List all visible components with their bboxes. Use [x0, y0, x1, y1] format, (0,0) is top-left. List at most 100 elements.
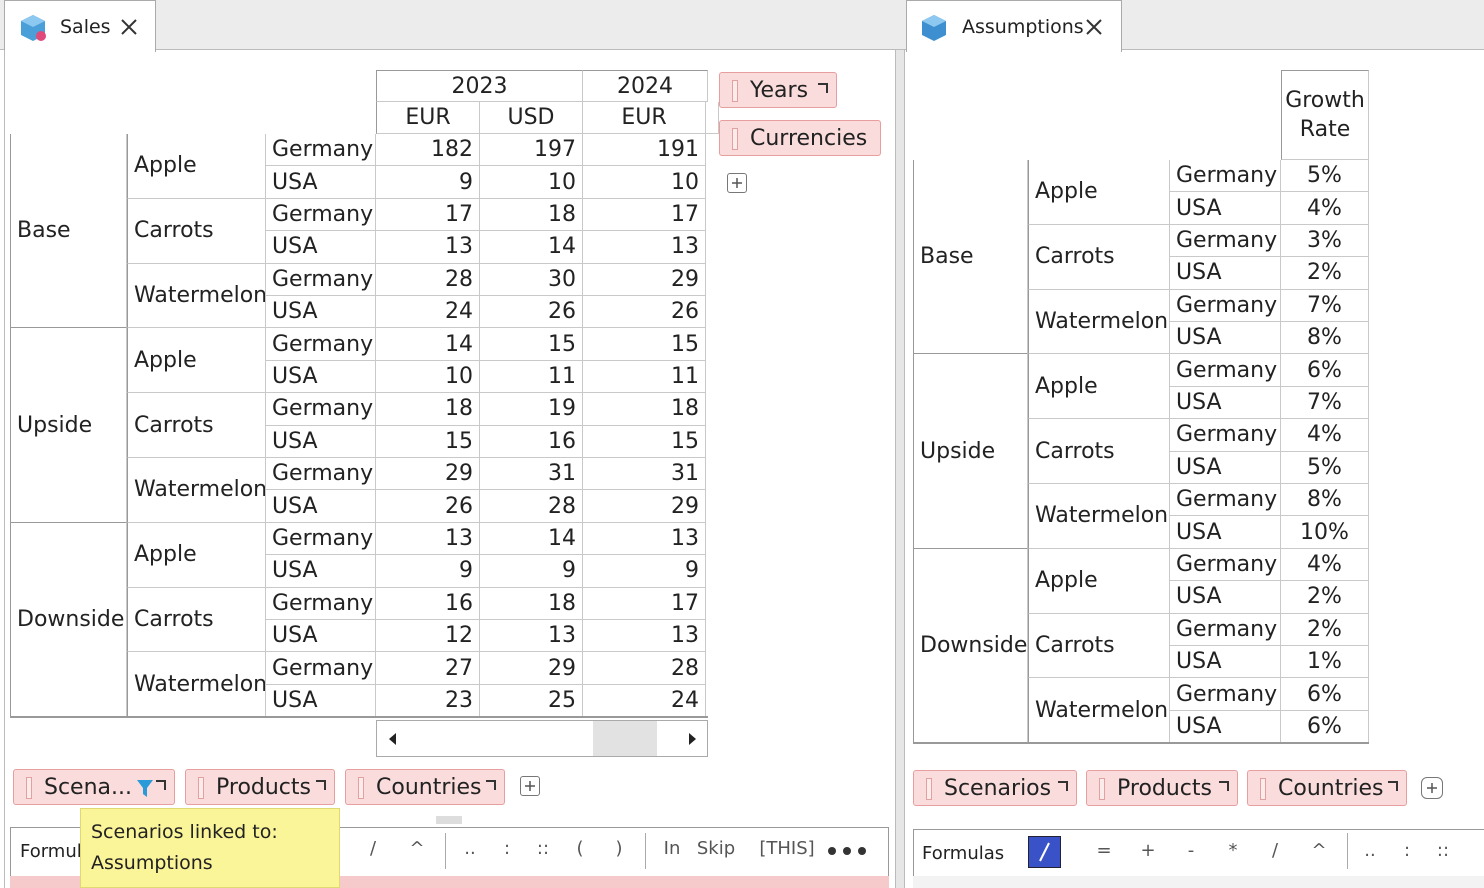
- value-cell: 26: [376, 490, 480, 523]
- resize-grip[interactable]: [436, 816, 462, 824]
- value-cell: 16: [480, 425, 583, 458]
- country-header: USA: [1170, 257, 1281, 290]
- value-cell: 29: [583, 263, 706, 296]
- country-header: USA: [266, 231, 376, 264]
- country-header: USA: [266, 360, 376, 394]
- product-header: Apple: [127, 522, 266, 588]
- formula-button[interactable]: ::: [1436, 840, 1450, 861]
- value-cell: 9: [376, 555, 480, 588]
- value-cell: 18: [480, 587, 583, 620]
- country-header: Germany: [266, 458, 376, 491]
- scroll-left[interactable]: [389, 733, 396, 745]
- horizontal-scrollbar[interactable]: [376, 720, 708, 757]
- formula-button[interactable]: :: [503, 838, 511, 859]
- value-cell: 25: [480, 684, 583, 718]
- formula-button[interactable]: -: [1187, 840, 1195, 861]
- value-cell: 2%: [1281, 257, 1369, 290]
- tab-title: Assumptions: [962, 16, 1084, 38]
- year-header: 2024: [583, 70, 708, 102]
- formula-button[interactable]: ..: [464, 838, 476, 859]
- formula-button[interactable]: (: [576, 838, 584, 859]
- value-cell: 15: [583, 328, 706, 361]
- value-cell: 13: [376, 522, 480, 556]
- row-pill[interactable]: Scena...: [13, 769, 175, 805]
- value-cell: 11: [480, 360, 583, 394]
- formula-label: Formulas: [922, 843, 1005, 864]
- country-header: USA: [1170, 386, 1281, 420]
- formula-button[interactable]: [THIS]: [759, 838, 815, 859]
- value-cell: 28: [376, 263, 480, 296]
- formula-button[interactable]: +: [1140, 840, 1156, 861]
- value-cell: 10: [583, 166, 706, 199]
- row-pill[interactable]: Products: [185, 769, 335, 805]
- row-pill[interactable]: Products: [1086, 770, 1238, 806]
- country-header: USA: [1170, 451, 1281, 484]
- value-cell: 7%: [1281, 289, 1369, 322]
- formula-button[interactable]: ::: [536, 838, 550, 859]
- formula-button[interactable]: *: [1228, 840, 1238, 861]
- country-header: USA: [266, 425, 376, 458]
- product-header: Carrots: [127, 198, 266, 264]
- formula-button[interactable]: =: [1096, 840, 1112, 861]
- scroll-thumb[interactable]: [593, 721, 657, 756]
- formula-button[interactable]: ^: [1311, 840, 1327, 861]
- product-header: Apple: [127, 328, 266, 394]
- value-cell: 29: [583, 490, 706, 523]
- scenario-header: Base: [10, 134, 127, 329]
- value-cell: 10%: [1281, 516, 1369, 549]
- value-cell: 197: [480, 134, 583, 167]
- formula-label: Formul: [20, 841, 80, 862]
- formula-button[interactable]: ): [615, 838, 623, 859]
- add-button[interactable]: [727, 173, 747, 193]
- country-header: USA: [266, 490, 376, 523]
- row-pill[interactable]: Scenarios: [913, 770, 1077, 806]
- country-header: Germany: [266, 328, 376, 361]
- year-header: 2023: [376, 70, 583, 102]
- value-cell: 19: [480, 393, 583, 426]
- country-header: Germany: [1170, 289, 1281, 322]
- add-button[interactable]: [1421, 777, 1443, 799]
- value-cell: 15: [376, 425, 480, 458]
- value-cell: 3%: [1281, 224, 1369, 258]
- formula-button[interactable]: ..: [1364, 840, 1376, 861]
- product-header: Watermelon: [127, 263, 266, 329]
- value-cell: 6%: [1281, 710, 1369, 744]
- value-cell: 6%: [1281, 354, 1369, 387]
- value-cell: 2%: [1281, 613, 1369, 646]
- value-cell: 13: [583, 620, 706, 653]
- column-pill[interactable]: Years: [719, 72, 837, 108]
- close-icon[interactable]: [120, 18, 138, 36]
- tab-title: Sales: [60, 16, 111, 38]
- value-cell: 10: [480, 166, 583, 199]
- formula-button[interactable]: :: [1403, 840, 1411, 861]
- country-header: Germany: [1170, 484, 1281, 517]
- value-cell: 26: [583, 296, 706, 329]
- formula-button[interactable]: ^: [409, 838, 425, 859]
- add-button[interactable]: [520, 776, 540, 796]
- tooltip-line: Scenarios linked to:: [91, 821, 278, 843]
- country-header: Germany: [266, 263, 376, 296]
- value-cell: 4%: [1281, 419, 1369, 452]
- formula-mode-button[interactable]: [1028, 836, 1061, 868]
- currency-header: EUR: [583, 102, 706, 134]
- formula-button[interactable]: In: [663, 838, 681, 859]
- formula-button[interactable]: /: [369, 838, 377, 859]
- scroll-right[interactable]: [689, 733, 696, 745]
- formula-button[interactable]: /: [1271, 840, 1279, 861]
- column-pill[interactable]: Currencies: [719, 120, 881, 156]
- value-cell: 31: [583, 458, 706, 491]
- product-header: Apple: [1028, 160, 1170, 225]
- more-button[interactable]: [826, 845, 870, 857]
- value-cell: 4%: [1281, 192, 1369, 225]
- formula-button[interactable]: Skip: [696, 838, 736, 859]
- row-pill[interactable]: Countries: [1247, 770, 1407, 806]
- splitter[interactable]: [895, 50, 905, 888]
- close-icon[interactable]: [1085, 18, 1103, 36]
- value-cell: 28: [480, 490, 583, 523]
- value-cell: 27: [376, 652, 480, 685]
- formula-input[interactable]: [913, 876, 1484, 888]
- row-pill[interactable]: Countries: [345, 769, 505, 805]
- tab-bar: [0, 0, 1484, 50]
- value-cell: 18: [583, 393, 706, 426]
- value-cell: 11: [583, 360, 706, 394]
